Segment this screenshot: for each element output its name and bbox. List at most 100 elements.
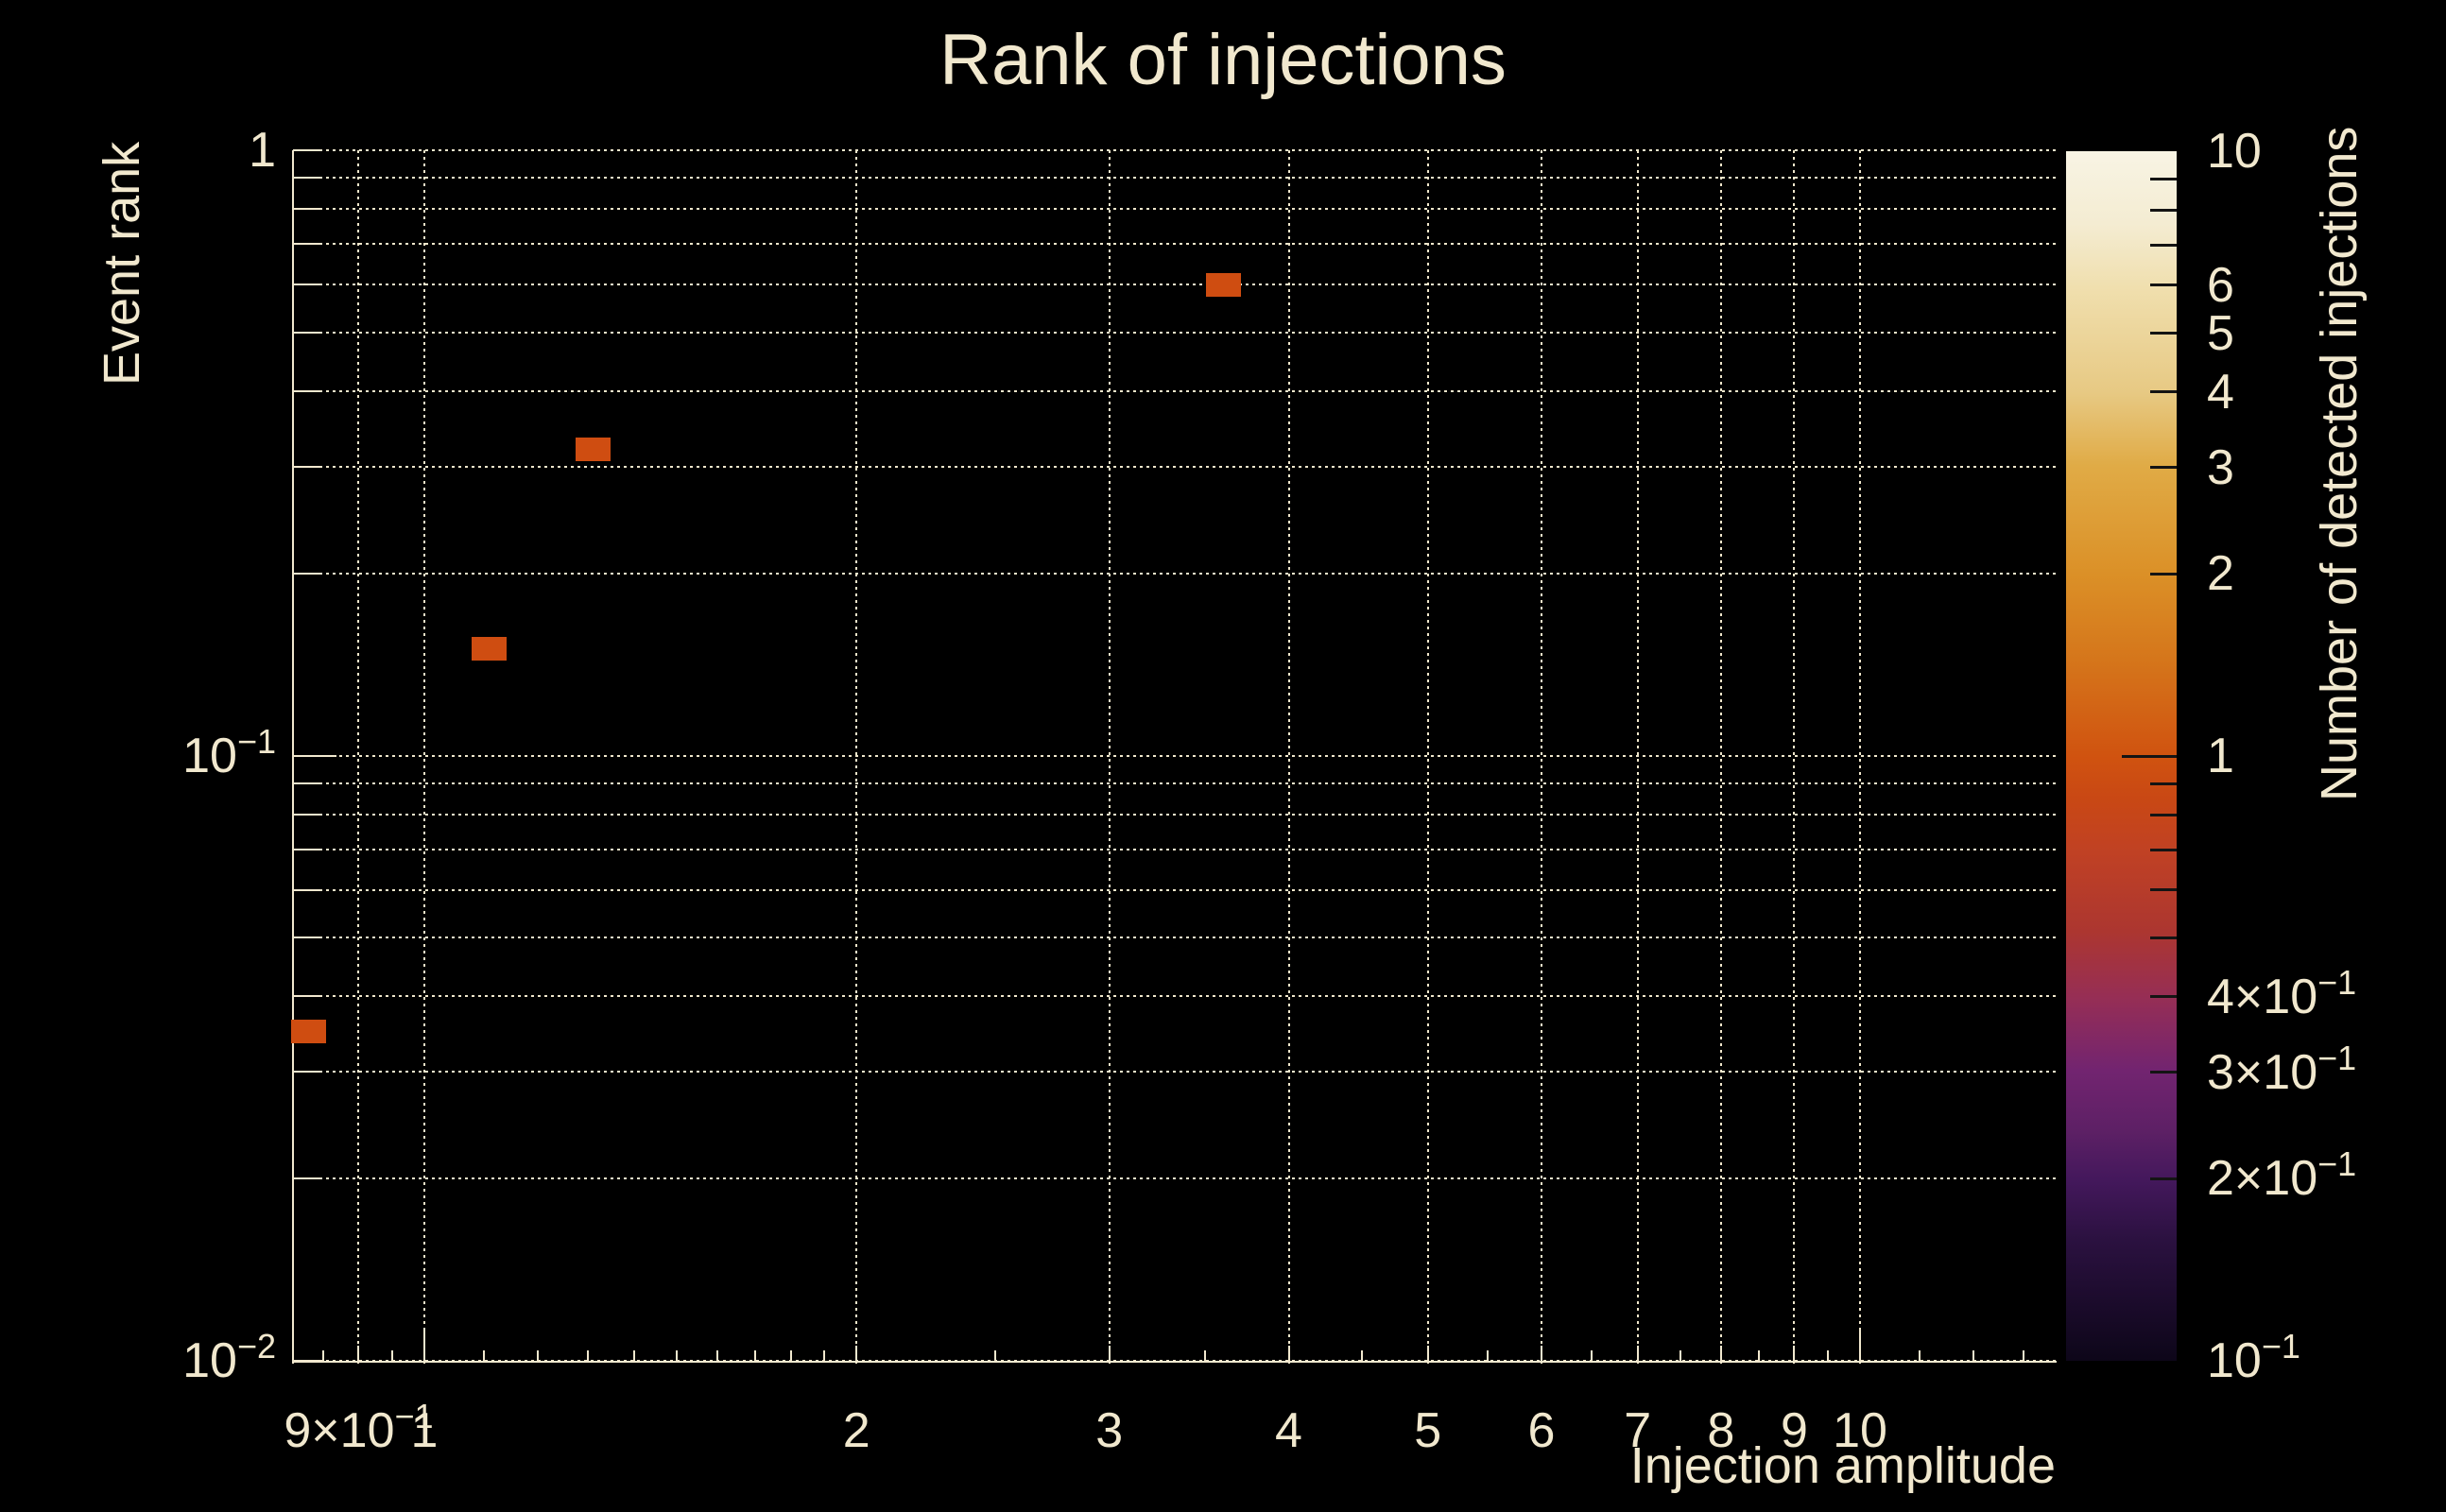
x-tick-label: 10 (1833, 1406, 1887, 1455)
colorbar-tick-label: 4 (2207, 368, 2234, 417)
chart-title: Rank of injections (939, 20, 1507, 100)
colorbar-tick-label: 1 (2207, 731, 2234, 781)
tick-label-base: 3 (2207, 439, 2234, 495)
y-axis-tick (293, 995, 321, 998)
x-tick-label: 3 (1095, 1406, 1123, 1455)
data-bin (290, 1020, 326, 1044)
colorbar-tick-label: 4×10−1 (2207, 963, 2356, 1026)
tick-label-exponent: −1 (2317, 962, 2357, 1002)
y-axis-tick (293, 389, 321, 392)
tick-label-exponent: −1 (236, 721, 276, 761)
tick-label-base: 1 (2207, 729, 2234, 783)
y-gridline (293, 936, 2056, 939)
tick-label-base: 10 (182, 1333, 237, 1388)
x-tick-label: 4 (1275, 1406, 1302, 1455)
colorbar-tick-label: 10 (2207, 127, 2262, 176)
x-tick-label: 6 (1528, 1406, 1556, 1455)
y-gridline (293, 465, 2056, 468)
tick-label-base: 3 (1095, 1403, 1124, 1458)
tick-label-base: 10 (2207, 124, 2262, 179)
x-gridline (357, 150, 360, 1364)
tick-label-exponent: −1 (2317, 1144, 2357, 1184)
y-axis-tick (293, 243, 321, 246)
tick-label-base: 2 (842, 1403, 870, 1458)
x-axis-minor-tick (716, 1350, 719, 1361)
x-axis-minor-tick (2023, 1350, 2025, 1361)
colorbar-tick (2150, 572, 2177, 576)
x-tick-label: 2 (843, 1406, 870, 1455)
y-gridline (293, 572, 2056, 575)
y-gridline (293, 754, 2056, 757)
x-axis-minor-tick (1918, 1350, 1921, 1361)
y-axis-tick (293, 177, 321, 180)
colorbar-tick (2150, 390, 2177, 394)
tick-label-base: 4×10 (2207, 969, 2318, 1024)
tick-label-base: 5 (1414, 1403, 1442, 1458)
x-gridline (1859, 150, 1861, 1364)
y-gridline (293, 331, 2056, 334)
x-axis-minor-tick (1204, 1350, 1207, 1361)
tick-label-base: 9 (1781, 1403, 1808, 1458)
data-bin (575, 438, 611, 462)
y-axis-tick (293, 888, 321, 891)
colorbar-tick (2150, 995, 2177, 999)
y-tick-label: 10−2 (49, 1327, 276, 1390)
y-gridline (293, 813, 2056, 816)
tick-label-base: 4 (1275, 1403, 1302, 1458)
tick-label-base: 2 (2207, 546, 2234, 602)
colorbar-tick (2150, 813, 2177, 816)
tick-label-base: 6 (1527, 1403, 1556, 1458)
x-axis-minor-tick (391, 1350, 394, 1361)
colorbar-tick-label: 5 (2207, 309, 2234, 358)
x-gridline (1636, 150, 1639, 1364)
y-axis-line (292, 150, 294, 1364)
tick-label-base: 9×10 (284, 1403, 395, 1458)
y-tick-label: 1 (49, 126, 276, 175)
colorbar-tick (2150, 243, 2177, 247)
colorbar-tick-label: 2×10−1 (2207, 1144, 2356, 1208)
y-gridline (293, 848, 2056, 850)
x-gridline (855, 150, 858, 1364)
colorbar-tick-label: 3 (2207, 443, 2234, 492)
tick-label-base: 6 (2207, 257, 2234, 313)
y-gridline (293, 284, 2056, 286)
x-axis-minor-tick (1486, 1350, 1489, 1361)
colorbar-tick (2150, 332, 2177, 335)
x-axis-minor-tick (1757, 1350, 1760, 1361)
x-axis-tick (1793, 1346, 1796, 1361)
colorbar-tick (2150, 782, 2177, 785)
x-axis-minor-tick (537, 1350, 540, 1361)
x-axis-minor-tick (994, 1350, 997, 1361)
y-axis-tick (293, 813, 321, 816)
y-gridline (293, 177, 2056, 180)
x-axis-tick (1636, 1346, 1639, 1361)
tick-label-exponent: −1 (394, 1397, 434, 1435)
tick-label-exponent: −1 (2317, 1038, 2357, 1077)
tick-label-base: 10 (1833, 1403, 1887, 1458)
tick-label-exponent: −1 (2261, 1327, 2300, 1366)
y-gridline (293, 208, 2056, 211)
colorbar-title: Number of detected injections (2311, 126, 2368, 801)
colorbar-tick (2122, 754, 2177, 758)
y-axis-tick (293, 754, 336, 757)
colorbar-tick-label: 6 (2207, 261, 2234, 310)
tick-label-base: 7 (1624, 1403, 1652, 1458)
x-axis-minor-tick (754, 1350, 757, 1361)
x-tick-label: 8 (1707, 1406, 1734, 1455)
x-axis-minor-tick (632, 1350, 635, 1361)
x-tick-label: 7 (1624, 1406, 1651, 1455)
x-axis-minor-tick (1827, 1350, 1830, 1361)
x-axis-tick (1426, 1346, 1429, 1361)
y-axis-tick (293, 782, 321, 784)
tick-label-base: 8 (1707, 1403, 1735, 1458)
x-gridline (1719, 150, 1722, 1364)
x-axis-minor-tick (1361, 1350, 1364, 1361)
x-gridline (1287, 150, 1290, 1364)
x-axis-tick (423, 1329, 425, 1361)
y-axis-tick (293, 149, 321, 151)
y-axis-tick (293, 572, 321, 575)
x-axis-title: Injection amplitude (1629, 1437, 2056, 1494)
tick-label-base: 10 (182, 728, 237, 783)
x-axis-tick (1859, 1329, 1861, 1361)
x-axis-minor-tick (823, 1350, 826, 1361)
